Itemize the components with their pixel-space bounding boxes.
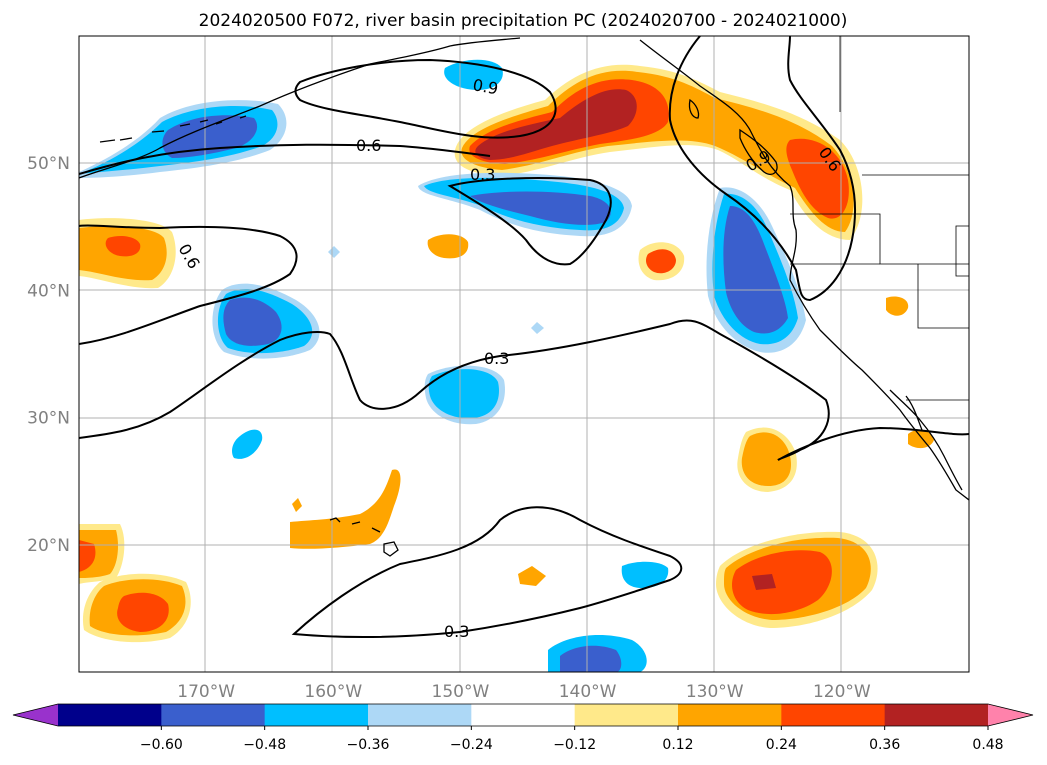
colorbar-tick-label: 0.36 (869, 737, 900, 753)
contour-06-west (79, 143, 491, 175)
positive-region-coast-036 (786, 138, 849, 219)
positive-region-small-a (518, 566, 546, 586)
contour-lines (79, 36, 969, 639)
negative-region-31n-024 (428, 369, 499, 419)
contour-label-06-a: 0.6 (356, 136, 381, 155)
hawaii-islands (329, 517, 399, 557)
colorbar-segment (471, 704, 576, 726)
map-gridlines (79, 36, 969, 672)
negative-region-tiny-2 (531, 322, 544, 334)
lon-tick-label: 130°W (686, 682, 744, 702)
positive-region-gulf-alaska-048 (475, 89, 637, 160)
alaska-peninsula-coast (79, 37, 521, 179)
colorbar-segment (161, 704, 266, 726)
positive-region-west-45n-036 (105, 236, 141, 257)
political-borders (790, 36, 969, 401)
contour-03-gulf (447, 177, 612, 266)
contour-09-north (294, 58, 557, 139)
colorbar-extend-low (13, 704, 58, 726)
southeast-alaska-coast (639, 39, 969, 501)
lat-tick-labels: 50°N 40°N 30°N 20°N (27, 154, 70, 556)
negative-region-central-47n-036 (470, 191, 611, 225)
colorbar-segment (678, 704, 782, 726)
colorbar-segment (574, 704, 679, 726)
lon-tick-label: 120°W (813, 682, 871, 702)
colorbar-tick-label: −0.48 (243, 737, 286, 753)
negative-region-south-036 (560, 645, 622, 672)
coastlines (79, 37, 969, 557)
negative-region-small-1 (232, 429, 263, 459)
chart-title: 2024020500 F072, river basin precipitati… (199, 11, 848, 31)
map-area: 0.6 0.9 0.3 0.6 0.3 0.3 0.6 0.9 (79, 36, 969, 672)
lon-tick-label: 170°W (177, 682, 235, 702)
positive-region-small-c (908, 429, 934, 449)
negative-region-small-2 (621, 561, 669, 588)
colorbar-tick-label: −0.24 (450, 737, 493, 753)
positive-region-42n-135w-036 (646, 249, 676, 274)
contour-label-03-a: 0.3 (470, 165, 495, 184)
haida-gwaii (688, 98, 700, 119)
positive-region-small-b (886, 296, 909, 316)
lat-tick-label: 30°N (27, 409, 70, 429)
positive-region-small-d (292, 498, 302, 512)
lon-tick-labels: 170°W 160°W 150°W 140°W 130°W 120°W (177, 682, 871, 702)
contour-label-03-b: 0.3 (484, 349, 509, 368)
positive-region-42n-148w (427, 234, 469, 259)
baja-coast (889, 389, 963, 491)
colorbar-segment (368, 704, 472, 726)
vancouver-island (739, 128, 778, 176)
aleutian-islands (99, 115, 247, 143)
positive-region-southeast-036 (732, 550, 832, 615)
lat-tick-label: 50°N (27, 154, 70, 174)
lon-tick-label: 160°W (304, 682, 362, 702)
colorbar-tick-label: 0.48 (972, 737, 1003, 753)
contour-03-central (79, 224, 298, 345)
contour-label-03-c: 0.3 (444, 622, 469, 641)
colorbar-tick-label: −0.12 (553, 737, 596, 753)
colorbar-tick-label: −0.60 (140, 737, 183, 753)
colorbar-tick-label: 0.24 (766, 737, 797, 753)
contour-03-main (79, 319, 969, 461)
lon-tick-label: 140°W (559, 682, 617, 702)
contour-06-east (668, 36, 857, 302)
colorbar-segment (781, 704, 886, 726)
lon-tick-label: 150°W (432, 682, 490, 702)
positive-region-26n-024 (741, 432, 792, 486)
map-frame (78, 35, 970, 673)
positive-region-southeast-048 (752, 574, 776, 590)
positive-region-sw-036 (79, 540, 96, 572)
negative-region-tiny-1 (328, 246, 340, 258)
colorbar: −0.60 −0.48 −0.36 −0.24 −0.12 0.12 0.24 0.36 0.4… (12, 703, 1034, 753)
negative-region-38n-036 (223, 297, 282, 346)
lat-tick-label: 20°N (27, 536, 70, 556)
contour-label-09-a: 0.9 (471, 75, 499, 98)
contour-03-south (291, 506, 683, 639)
colorbar-segment (264, 704, 369, 726)
colorbar-segment (884, 704, 989, 726)
colorbar-tick-label: −0.36 (347, 737, 390, 753)
positive-region-sw2-036 (117, 592, 169, 632)
lat-tick-label: 40°N (27, 281, 70, 301)
colorbar-segment (58, 704, 162, 726)
negative-region-coast-40n-036 (723, 206, 788, 334)
colorbar-extend-high (988, 704, 1033, 726)
colorbar-tick-label: 0.12 (662, 737, 693, 753)
